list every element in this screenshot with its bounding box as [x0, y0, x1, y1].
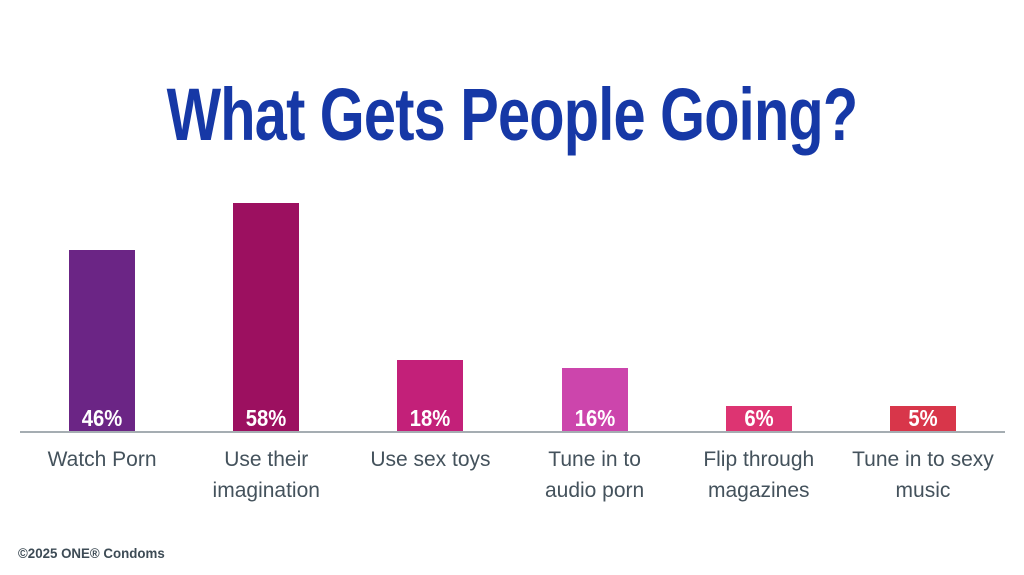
- category-label: Use their imagination: [212, 448, 320, 502]
- bar-column: 58%: [184, 198, 348, 431]
- bar-column: 18%: [348, 198, 512, 431]
- category-labels-row: Watch Porn Use their imagination Use sex t…: [20, 433, 1005, 506]
- bar-value-label: 16%: [574, 405, 615, 431]
- bar-value-label: 46%: [81, 405, 123, 431]
- bar-value-label: 18%: [410, 405, 451, 431]
- category-label: Use sex toys: [370, 448, 491, 471]
- bar: 16%: [561, 368, 628, 431]
- category-label: Flip through magazines: [703, 448, 815, 502]
- bars-row: 46% 58% 18% 16% 6% 5%: [20, 198, 1005, 431]
- category-label: Tune in to audio porn: [544, 448, 645, 502]
- category-label: Tune in to sexy music: [852, 448, 994, 502]
- bar: 46%: [69, 250, 136, 431]
- bar: 5%: [889, 405, 956, 431]
- bar: 6%: [725, 405, 792, 431]
- copyright-footer: ©2025 ONE® Condoms: [18, 545, 165, 561]
- bar-column: 46%: [20, 198, 184, 431]
- bar-value-label: 6%: [744, 405, 774, 431]
- category-label: Watch Porn: [47, 448, 157, 471]
- bar-chart: 46% 58% 18% 16% 6% 5% Watch Porn Use their ima…: [20, 198, 1005, 506]
- x-axis-line: [20, 431, 1005, 433]
- bar-value-label: 58%: [245, 405, 287, 431]
- bar: 58%: [233, 203, 300, 431]
- bar-column: 16%: [513, 198, 677, 431]
- bar-value-label: 5%: [908, 405, 938, 431]
- bar: 18%: [397, 360, 464, 431]
- bar-column: 5%: [841, 198, 1005, 431]
- bar-column: 6%: [677, 198, 841, 431]
- chart-title: What Gets People Going?: [166, 73, 859, 156]
